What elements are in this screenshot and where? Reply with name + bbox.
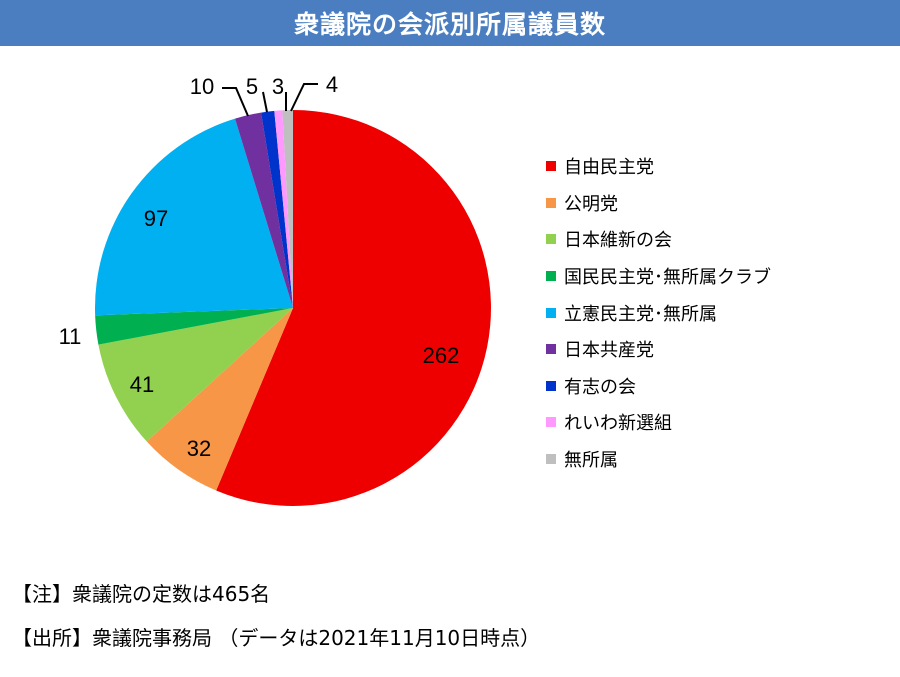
legend-label: 日本維新の会 [564,230,672,252]
note-capacity: 【注】衆議院の定数は465名 [12,582,271,606]
legend-swatch [546,197,556,208]
legend-item: 立憲民主党･無所属 [546,294,771,331]
legend-label: 国民民主党･無所属クラブ [564,267,771,289]
data-label: 5 [246,74,258,99]
pie-slice [274,110,293,308]
legend-label: 有志の会 [564,376,636,398]
legend-item: 日本共産党 [546,331,771,368]
leader-line [262,91,268,113]
pie-slice [235,112,293,308]
pie-slice [95,308,293,345]
legend-item: 有志の会 [546,368,771,405]
legend-item: 自由民主党 [546,148,771,185]
chart-title: 衆議院の会派別所属議員数 [293,10,606,39]
data-label: 32 [187,436,211,461]
pie-slice [146,308,293,491]
legend-swatch [546,344,556,355]
note-source: 【出所】衆議院事務局 （データは2021年11月10日時点） [12,626,541,650]
pie-chart: 262 32 41 11 97 10 5 3 4 [59,72,491,507]
legend-label: 公明党 [564,193,618,215]
pie-slice [261,110,293,308]
pie-slice [216,110,491,507]
pie-slice [95,118,293,316]
legend: 自由民主党 公明党 日本維新の会 国民民主党･無所属クラブ 立憲民主党･無所属 … [546,148,771,477]
leader-line [222,87,249,117]
legend-label: 日本共産党 [564,340,654,362]
legend-swatch [546,380,556,391]
legend-item: 無所属 [546,441,771,478]
legend-label: れいわ新選組 [564,413,672,435]
legend-item: 公明党 [546,185,771,222]
data-label: 3 [272,74,284,99]
data-label: 10 [190,74,214,99]
legend-label: 無所属 [564,450,618,472]
data-label: 11 [59,324,82,349]
legend-swatch [546,271,556,282]
legend-item: 日本維新の会 [546,221,771,258]
legend-label: 自由民主党 [564,157,654,179]
pie-slice [282,110,293,308]
data-label: 97 [144,206,168,231]
legend-swatch [546,161,556,172]
data-label: 41 [130,372,154,397]
legend-swatch [546,307,556,318]
title-bar: 衆議院の会派別所属議員数 [0,0,900,46]
legend-item: 国民民主党･無所属クラブ [546,258,771,295]
pie-slice [98,308,293,442]
legend-item: れいわ新選組 [546,404,771,441]
legend-swatch [546,417,556,428]
data-label: 262 [423,343,460,368]
legend-swatch [546,234,556,245]
legend-label: 立憲民主党･無所属 [564,303,717,325]
data-label: 4 [326,72,338,97]
legend-swatch [546,454,556,465]
leader-line [290,83,318,112]
